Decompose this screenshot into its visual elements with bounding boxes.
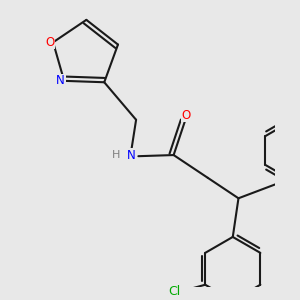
Text: H: H — [111, 150, 120, 160]
Text: O: O — [182, 109, 191, 122]
Text: Cl: Cl — [168, 285, 181, 298]
Text: N: N — [56, 74, 65, 87]
Text: N: N — [127, 148, 136, 162]
Text: O: O — [45, 36, 54, 49]
